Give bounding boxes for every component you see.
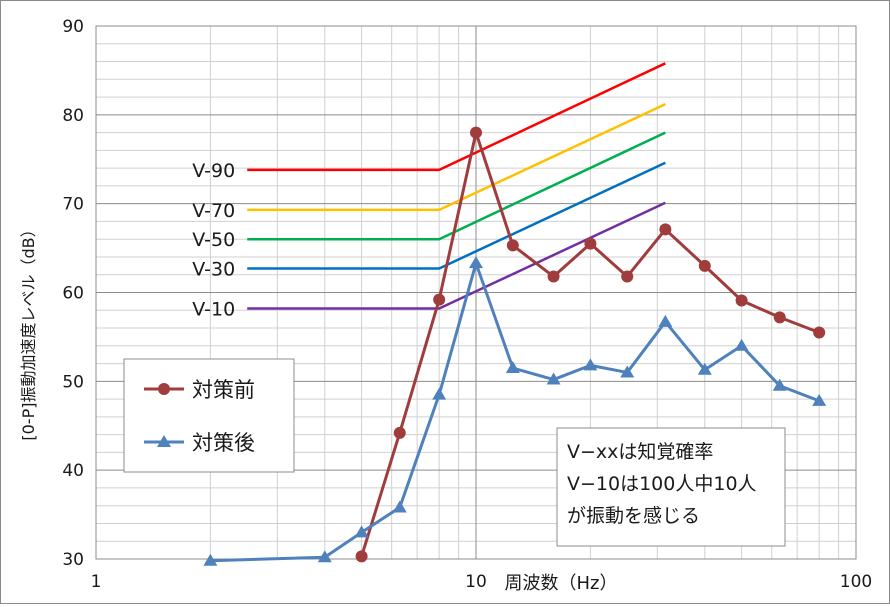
x-axis-label: 周波数（Hz） [505,573,618,594]
reference-curve-line [247,62,666,172]
data-point-triangle [317,550,332,563]
legend-marker-before [158,383,170,395]
reference-curve-line [247,131,666,241]
reference-curves: V-90 V-70 V-50 V-30 V-10 [192,62,666,320]
data-point-triangle [772,378,787,391]
data-point-triangle [658,314,673,327]
reference-curve-label: V-50 [192,229,235,251]
reference-curve-line [247,161,666,270]
data-point-circle [355,550,368,563]
data-point-circle [813,326,826,339]
data-point-circle [698,259,711,272]
y-tick-label: 70 [62,195,84,215]
annotation-line-1: V−xxは知覚確率 [567,441,713,463]
data-point-triangle [620,365,635,378]
data-point-triangle [203,553,218,566]
y-tick-labels: 30 40 50 60 70 80 90 [62,17,84,570]
data-point-circle [433,293,446,306]
x-tick-label: 10 [465,572,487,592]
data-point-circle [393,426,406,439]
reference-curve-label: V-10 [192,298,235,320]
reference-curve-label: V-30 [192,259,235,281]
y-tick-label: 50 [62,372,84,392]
data-point-circle [547,270,560,283]
reference-curve-line [247,103,666,212]
reference-curve-label: V-70 [192,200,235,222]
y-tick-label: 80 [62,106,84,126]
x-tick-labels: 1 10 100 [91,572,873,592]
legend-box [123,358,295,473]
data-point-circle [659,223,672,236]
annotation-line-2: V−10は100人中10人 [567,473,757,495]
legend-label-before: 対策前 [192,378,255,402]
data-point-triangle [392,500,407,513]
y-tick-label: 90 [62,17,84,37]
data-point-circle [735,294,748,307]
data-point-triangle [505,361,520,374]
data-point-triangle [432,387,447,400]
y-axis-label: [0-P]振動加速度レベル（dB） [19,221,38,440]
data-point-triangle [469,256,483,269]
legend-label-after: 対策後 [192,431,255,455]
data-point-triangle [734,338,749,351]
legend-marker-after [157,435,171,447]
legend: 対策前 対策後 [123,358,295,473]
data-point-triangle [697,362,712,375]
data-point-circle [470,126,482,139]
annotation-line-3: が振動を感じる [567,505,700,527]
data-point-circle [773,311,786,324]
y-tick-label: 40 [62,461,84,481]
data-point-triangle [546,372,561,385]
reference-curve-label: V-90 [192,160,235,182]
data-point-triangle [583,358,598,371]
annotation-box: V−xxは知覚確率 V−10は100人中10人 が振動を感じる [556,427,786,547]
data-point-circle [506,239,519,252]
x-tick-label: 100 [840,572,872,592]
data-point-triangle [354,525,369,538]
plot-area-border [95,25,857,560]
data-point-circle [584,237,597,250]
data-point-circle [621,270,634,283]
x-tick-label: 1 [91,572,102,592]
annotation-border [556,427,786,547]
data-point-triangle [812,393,827,406]
y-tick-label: 60 [62,284,84,304]
series-layer [203,126,827,566]
y-tick-label: 30 [62,550,84,570]
